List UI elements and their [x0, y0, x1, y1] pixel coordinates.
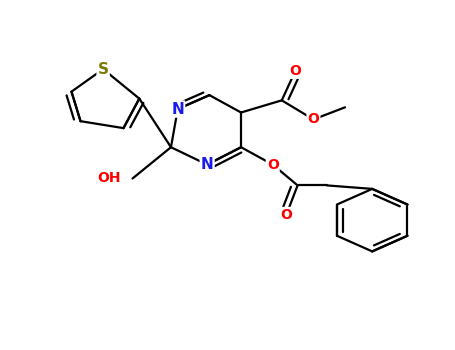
- Text: O: O: [280, 208, 292, 222]
- Text: N: N: [172, 102, 184, 117]
- Text: S: S: [98, 62, 109, 77]
- Text: N: N: [201, 157, 213, 172]
- Text: O: O: [308, 112, 319, 126]
- Text: OH: OH: [98, 172, 121, 186]
- Text: O: O: [289, 64, 301, 78]
- Text: O: O: [267, 158, 278, 172]
